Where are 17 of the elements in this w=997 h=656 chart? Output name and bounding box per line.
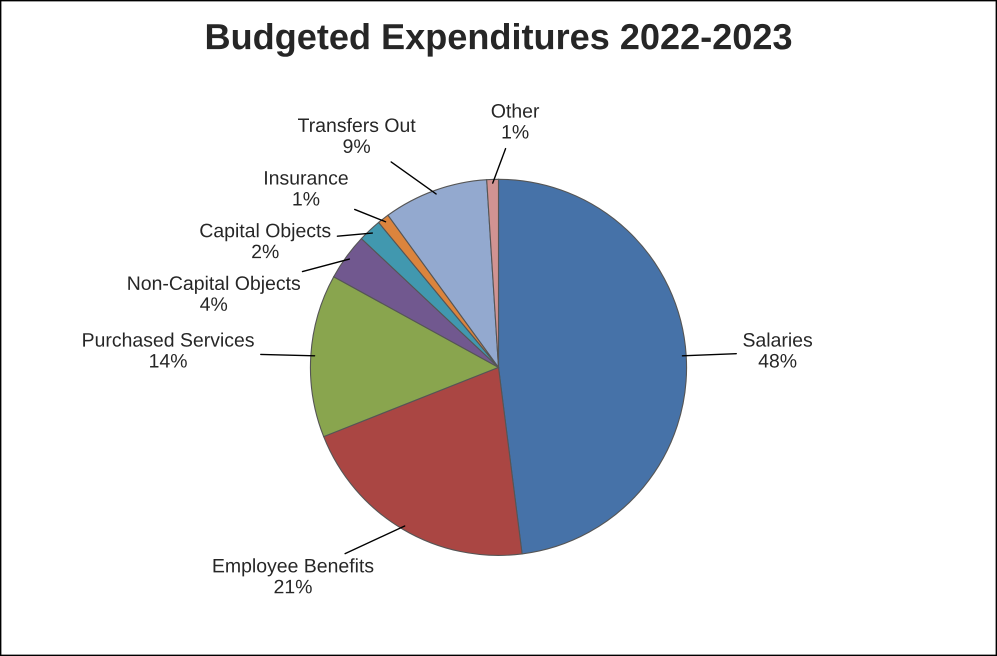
slice-label: Other [492, 103, 540, 118]
data-label: 21% [274, 580, 312, 594]
slice-label: Insurance [265, 171, 348, 185]
slice-label: Purchased Services [83, 332, 254, 347]
chart-title: Budgeted Expenditures 2022-2023 [206, 22, 792, 57]
data-label: 48% [758, 354, 796, 368]
data-label: 1% [293, 192, 320, 206]
slice-label: Capital Objects [200, 223, 330, 242]
data-label: 14% [150, 354, 187, 368]
slice-label: Transfers Out [298, 118, 416, 132]
slice-label: Employee Benefits [214, 558, 374, 576]
slice-label: Non-Capital Objects [128, 276, 300, 294]
data-label: 9% [343, 139, 370, 154]
data-label: 1% [502, 125, 528, 139]
data-label: 4% [200, 297, 228, 311]
data-label: 2% [252, 244, 279, 258]
slice-label: Salaries [743, 332, 812, 347]
